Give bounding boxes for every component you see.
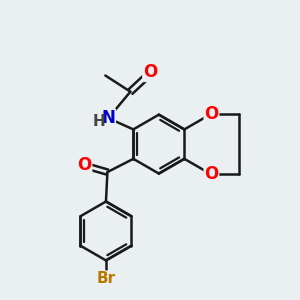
Text: Br: Br — [96, 271, 116, 286]
Text: O: O — [77, 156, 92, 174]
Text: O: O — [204, 165, 218, 183]
Text: O: O — [204, 105, 218, 123]
Text: O: O — [143, 63, 157, 81]
Text: N: N — [101, 109, 115, 127]
Text: H: H — [93, 114, 106, 129]
